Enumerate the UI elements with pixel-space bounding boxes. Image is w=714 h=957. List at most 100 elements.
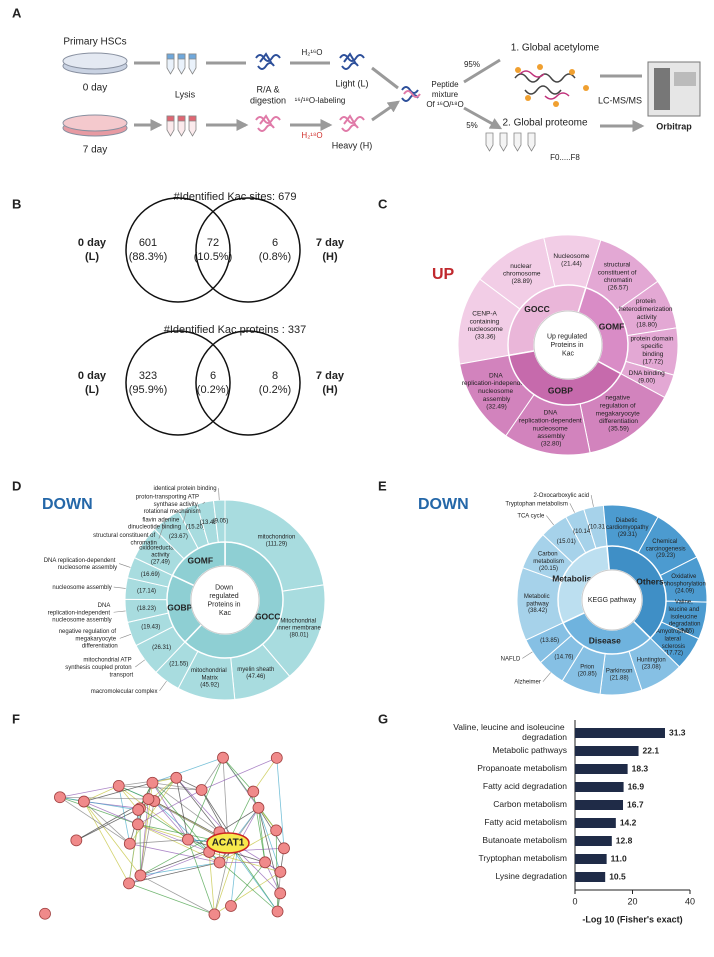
node <box>278 842 290 855</box>
segment-value: (26.31) <box>152 645 171 651</box>
segment-value: (35.59) <box>608 426 629 433</box>
mixture-label: mixture <box>432 90 459 99</box>
edge <box>258 807 281 894</box>
peptides <box>403 90 421 98</box>
segment-label: Alzheimer <box>514 679 541 685</box>
fraction-tubes <box>485 132 536 152</box>
venn-set-label: (H) <box>322 384 338 396</box>
edge <box>140 799 149 876</box>
segment-label: Tryptophan metabolism <box>505 501 567 507</box>
bar <box>575 800 624 810</box>
edge <box>208 851 215 915</box>
branch-label: 2. Global proteome <box>502 118 587 129</box>
bar-value: 10.5 <box>609 871 626 881</box>
y-tick-label: Fatty acid metabolism <box>484 817 567 827</box>
step-label: Lysis <box>175 89 196 99</box>
segment-label: protein heterodimerization activity <box>619 298 674 321</box>
group-label: GOBP <box>167 603 192 613</box>
segment-label: flavin adenine dinucleotide binding <box>128 517 181 530</box>
edge <box>175 777 189 840</box>
leader-line <box>542 672 551 682</box>
node <box>134 869 147 882</box>
segment-label: Amyotrophic lateral sclerosis <box>656 629 691 650</box>
panel-label: E <box>378 478 387 493</box>
edge <box>140 875 215 915</box>
edge <box>128 882 215 915</box>
bar-value: 14.2 <box>620 817 637 827</box>
node <box>208 908 221 921</box>
edge <box>137 823 189 840</box>
venn-set-label: 0 day <box>78 370 107 382</box>
hub-node <box>206 832 250 854</box>
segment-label: mitochondrion <box>258 534 296 540</box>
segment-value: (9.00) <box>638 378 655 385</box>
edge <box>118 785 189 840</box>
edge <box>152 782 202 791</box>
venn-circle <box>195 330 301 436</box>
venn-count: 6 <box>210 370 216 382</box>
peptides <box>339 52 365 70</box>
node <box>270 751 283 764</box>
instrument-label: Orbitrap <box>656 121 692 131</box>
center <box>581 569 643 631</box>
venn-circle <box>125 330 231 436</box>
edge <box>59 796 139 811</box>
node <box>142 793 155 805</box>
edge <box>219 807 259 833</box>
edge <box>118 785 131 844</box>
segment-value: (45.92) <box>200 682 219 688</box>
edge <box>59 785 119 798</box>
center-label: Down regulated Proteins in Kac <box>207 584 242 617</box>
segment-value: (29.31) <box>618 532 637 538</box>
step-label: ¹⁶/¹⁸O-labeling <box>295 96 346 105</box>
split-label: 95% <box>464 60 480 69</box>
edge <box>137 789 202 825</box>
source-label: Primary HSCs <box>63 37 126 48</box>
segment-value: (24.09) <box>675 588 694 594</box>
node <box>213 856 226 869</box>
edge <box>140 801 155 876</box>
segment-label: negative regulation of megakaryocyte dif… <box>596 394 642 424</box>
segment-value: (19.43) <box>141 625 160 631</box>
edge <box>83 801 141 876</box>
arrow <box>206 61 246 125</box>
venn-count: 72 <box>207 237 219 249</box>
leader-line <box>590 494 594 507</box>
segment-label: structural constituent of chromatin <box>598 261 638 284</box>
y-tick-label: Metabolic pathways <box>492 745 567 755</box>
bar-value: 16.7 <box>627 799 644 809</box>
fraction-label: F0.....F8 <box>550 153 580 162</box>
dish <box>62 114 128 132</box>
group-label: GOCC <box>524 304 550 314</box>
venn-set-label: 7 day <box>316 370 345 382</box>
day-label: 7 day <box>83 145 107 156</box>
group-label: GOCC <box>255 611 281 621</box>
edge <box>129 777 177 844</box>
leader-line <box>119 633 132 639</box>
node <box>252 801 265 814</box>
edge <box>83 785 119 802</box>
arrow <box>290 61 330 125</box>
group-label: Disease <box>589 636 621 646</box>
segment-label: CENP-A containing nucleosome <box>468 310 503 333</box>
segment-label: DNA replication-dependent nucleosome ass… <box>44 557 117 570</box>
sample-label: Light (L) <box>335 78 368 88</box>
segment-label: Diabetic cardiomyopathy <box>606 517 648 530</box>
venn-count: 601 <box>139 237 157 249</box>
segment-value: (10.31) <box>588 525 607 531</box>
edge <box>187 757 224 840</box>
leader-line <box>158 519 167 539</box>
panel-label: D <box>12 478 21 493</box>
edge <box>209 851 281 873</box>
panel-b: B <box>12 196 21 211</box>
dish <box>62 52 128 70</box>
segment-value: (17.14) <box>137 588 156 594</box>
edge <box>76 808 141 841</box>
leader-line <box>135 659 146 668</box>
segment-label: Huntington <box>637 657 666 663</box>
segment-label: DNA binding <box>629 370 666 377</box>
leader-line <box>113 610 126 613</box>
venn-set-label: 0 day <box>78 237 107 249</box>
y-tick-label: Butanoate metabolism <box>482 835 567 845</box>
node <box>146 776 159 789</box>
